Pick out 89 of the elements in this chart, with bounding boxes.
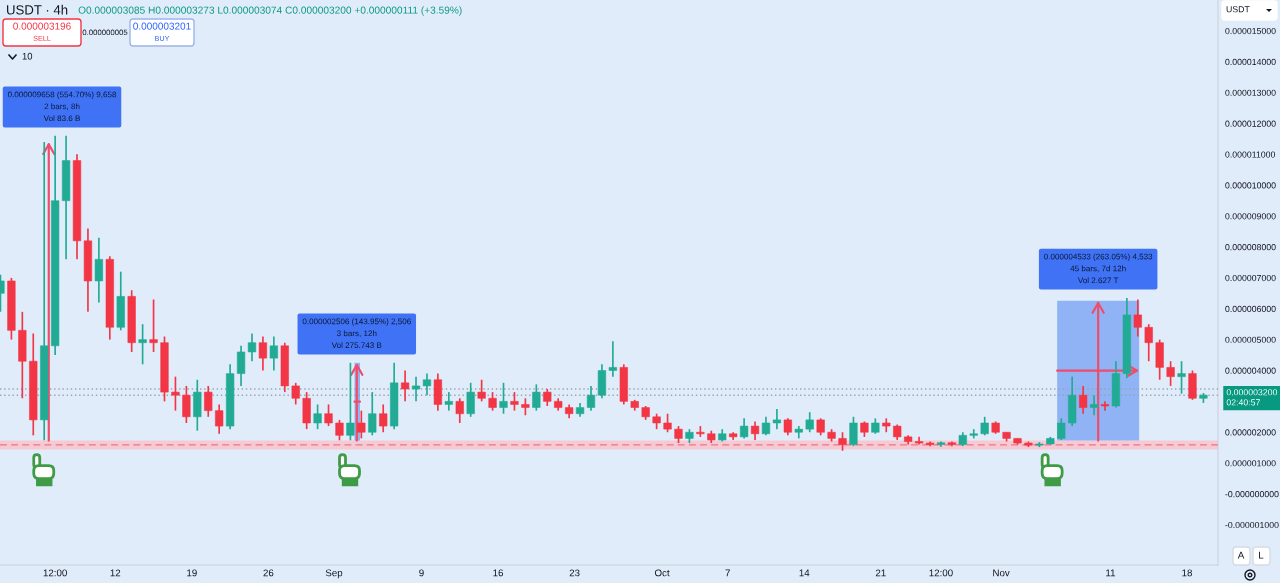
candlestick	[980, 415, 989, 437]
candlestick	[138, 323, 147, 366]
candlestick	[849, 415, 858, 447]
candlestick	[761, 415, 771, 437]
text: USDT	[1226, 6, 1250, 13]
candlestick	[444, 391, 453, 412]
y-tick-label: 0.000009000	[1225, 213, 1276, 220]
x-tick-label: 16	[493, 569, 504, 577]
candlestick	[1079, 385, 1088, 415]
candlestick	[247, 332, 257, 363]
candlestick	[805, 411, 814, 434]
x-tick-label: 18	[1182, 569, 1192, 577]
candlestick	[838, 431, 847, 452]
y-tick-label: 0.000008000	[1225, 244, 1276, 251]
x-tick-label: 12	[110, 569, 121, 577]
candlestick	[532, 383, 541, 412]
x-tick-label: Sep	[325, 569, 343, 579]
candlestick	[477, 378, 486, 403]
chart-title: USDT · 4h	[7, 4, 68, 15]
candlestick	[772, 408, 782, 430]
y-tick-label: 0.000004000	[1225, 367, 1276, 374]
x-tick-label: 26	[263, 569, 274, 577]
y-tick-label: 0.000001000	[1225, 460, 1276, 467]
x-tick-label: 12:00	[929, 569, 953, 577]
x-tick-label: Oct	[654, 569, 670, 577]
y-tick-label: 0.000012000	[1225, 120, 1276, 127]
annotation: 0.000009658 (554.70%) 9,658 2 bars, 8h Vol 83.6 B	[7, 91, 117, 122]
y-tick-label: 0.000010000	[1225, 182, 1276, 189]
x-tick-label: 9	[419, 569, 424, 577]
x-tick-label: 12:00	[43, 569, 67, 577]
x-tick-label: 23	[569, 569, 580, 577]
candlestick	[204, 385, 213, 418]
candlestick	[510, 391, 519, 412]
candlestick	[291, 382, 300, 406]
candlestick	[171, 375, 180, 412]
x-tick-label: Nov	[993, 569, 1010, 577]
candlestick	[455, 397, 464, 424]
candlestick	[400, 369, 410, 403]
y-tick-label: 0.000006000	[1225, 305, 1276, 312]
candlestick	[1144, 323, 1153, 363]
candlestick	[379, 403, 388, 434]
candlestick	[269, 335, 278, 372]
candlestick	[1089, 394, 1099, 417]
candlestick	[1166, 360, 1175, 387]
candlestick	[335, 419, 344, 442]
annotation: 0.000004533 (263.05%) 4,533 45 bars, 7d 12h Vol 2.627 T	[1044, 253, 1153, 284]
candlestick	[258, 335, 268, 372]
candlestick	[357, 409, 366, 440]
annotation: 0.000003201	[133, 22, 191, 30]
annotation: 10	[22, 52, 33, 60]
y-tick-label: 0.000015000	[1225, 27, 1276, 35]
y-tick-label: 0.000011000	[1225, 151, 1276, 158]
annotation: 0.000002506 (143.95%) 2,506 3 bars, 12h Vol 275.743 B	[302, 318, 411, 349]
candlestick	[663, 412, 672, 434]
candlestick	[1057, 417, 1066, 441]
y-tick-label: 0.000014000	[1225, 58, 1276, 66]
text: A	[1237, 551, 1245, 559]
candlestick	[149, 298, 158, 353]
annotation: O0.000003085 H0.000003273 L0.000003074 C0.000003200 +0.000000111 (+3.59%)	[78, 6, 462, 16]
y-tick-label: 0.000013000	[1225, 89, 1276, 96]
x-tick-label: 7	[725, 569, 730, 577]
candlestick	[1100, 400, 1110, 412]
candlestick	[313, 403, 322, 430]
candlestick	[1133, 298, 1142, 338]
ref-line-label: 0.000003200 02:40:57	[1226, 389, 1278, 406]
text: L	[1259, 551, 1264, 559]
y-tick-label: 0.000002000	[1225, 429, 1276, 436]
candlestick	[236, 344, 246, 387]
candlestick	[94, 236, 103, 304]
candlestick	[466, 382, 475, 418]
candlestick	[488, 391, 497, 412]
candlestick	[608, 340, 617, 378]
candlestick	[324, 403, 333, 427]
candlestick	[368, 391, 377, 437]
candlestick	[750, 420, 760, 441]
x-tick-label: 21	[875, 569, 886, 577]
x-tick-label: 11	[1106, 569, 1116, 577]
candlestick	[499, 382, 508, 415]
y-tick-label: 0.000005000	[1225, 336, 1276, 343]
y-tick-label: 0.000007000	[1225, 274, 1276, 282]
y-tick-label: -0.000000000	[1225, 491, 1279, 498]
x-tick-label: 19	[187, 569, 197, 577]
candlestick	[215, 403, 224, 435]
candlestick	[1177, 360, 1186, 395]
y-tick-label: -0.000001000	[1225, 521, 1279, 529]
x-tick-label: 14	[799, 569, 810, 577]
candlestick	[182, 385, 191, 424]
annotation: 0.000003196	[13, 22, 71, 30]
candlestick	[586, 385, 596, 412]
